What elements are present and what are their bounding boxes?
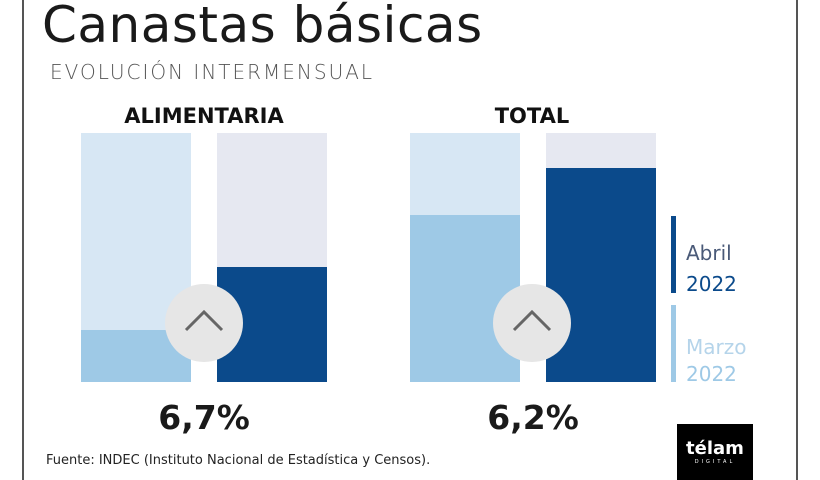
chart-title: Canastas básicas bbox=[42, 0, 483, 54]
chevron-up-icon bbox=[493, 284, 571, 362]
right-border bbox=[796, 0, 798, 480]
chevron-up-icon bbox=[165, 284, 243, 362]
bar-total-abril bbox=[546, 133, 656, 382]
logo-sub: DIGITAL bbox=[694, 459, 736, 465]
bar-fill bbox=[546, 167, 656, 382]
legend-marzo-year: 2022 bbox=[686, 362, 737, 386]
telam-logo: télam DIGITAL bbox=[677, 424, 753, 480]
legend-swatch-abril bbox=[671, 216, 676, 293]
legend-abril-month: Abril bbox=[686, 241, 732, 265]
logo-name: télam bbox=[686, 438, 744, 459]
change-label-alimentaria: 6,7% bbox=[158, 398, 250, 437]
category-label-alimentaria: ALIMENTARIA bbox=[124, 104, 284, 128]
category-label-total: TOTAL bbox=[494, 104, 570, 128]
legend-abril-year: 2022 bbox=[686, 272, 737, 296]
legend-swatch-marzo bbox=[671, 305, 676, 382]
left-border bbox=[22, 0, 24, 480]
legend-marzo-month: Marzo bbox=[686, 335, 747, 359]
chart-subtitle: EVOLUCIÓN INTERMENSUAL bbox=[50, 60, 375, 84]
bar-alimentaria-abril bbox=[217, 133, 327, 382]
source-note: Fuente: INDEC (Instituto Nacional de Est… bbox=[46, 453, 431, 468]
change-label-total: 6,2% bbox=[487, 398, 579, 437]
